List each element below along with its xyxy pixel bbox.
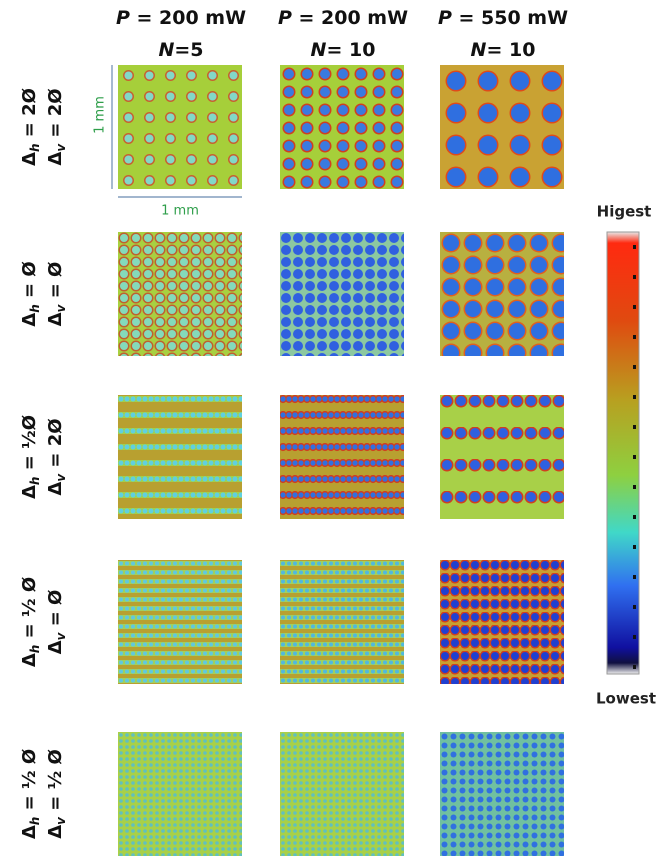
colorbar-tick	[633, 635, 636, 639]
header-text: =5	[174, 39, 203, 61]
header-symbol: P	[438, 7, 452, 29]
colorbar-label: Higest	[597, 203, 652, 221]
label-text: = ½ Ø	[19, 749, 40, 817]
micrograph	[118, 732, 242, 856]
row-label: Δh = 2Ø	[19, 88, 42, 166]
label-symbol: Δ	[19, 152, 40, 166]
micrograph	[440, 560, 564, 684]
row-label: Δh = ½ Ø	[19, 749, 42, 839]
micrograph	[118, 395, 242, 519]
label-text: = 2Ø	[45, 418, 66, 473]
row-label: Δv = 2Ø	[45, 88, 68, 165]
colorbar-tick	[633, 245, 636, 249]
colorbar-tick	[633, 485, 636, 489]
label-sub: h	[28, 817, 42, 826]
header-text: = 10	[326, 39, 375, 61]
label-text: = 2Ø	[19, 88, 40, 143]
label-text: = ½ Ø	[19, 577, 40, 645]
label-sub: h	[28, 143, 42, 152]
micrograph	[118, 65, 242, 189]
label-symbol: Δ	[45, 640, 66, 654]
header-symbol: N	[471, 39, 487, 61]
colorbar-tick	[633, 515, 636, 519]
column-header: N= 10	[471, 39, 536, 61]
header-symbol: N	[158, 39, 174, 61]
label-symbol: Δ	[19, 825, 40, 839]
row-label: Δv = Ø	[45, 590, 68, 655]
header-text: = 10	[486, 39, 535, 61]
colorbar-tick	[633, 365, 636, 369]
label-symbol: Δ	[45, 312, 66, 326]
column-header: N=5	[158, 39, 203, 61]
label-symbol: Δ	[45, 482, 66, 496]
micrograph	[440, 732, 564, 856]
label-text: = Ø	[19, 261, 40, 304]
colorbar-tick	[633, 455, 636, 459]
header-symbol: P	[116, 7, 130, 29]
header-symbol: P	[278, 7, 292, 29]
column-header: P = 200 mW	[278, 7, 408, 29]
header-text: = 200 mW	[130, 7, 246, 29]
micrograph	[118, 232, 242, 356]
row-label: Δh = ½ Ø	[19, 577, 42, 667]
micrograph	[440, 65, 564, 189]
header-symbol: N	[311, 39, 327, 61]
column-header: P = 200 mW	[116, 7, 246, 29]
label-text: = ½Ø	[19, 415, 40, 477]
label-text: = ½ Ø	[45, 749, 66, 817]
scale-label: 1 mm	[93, 96, 108, 134]
colorbar-tick	[633, 545, 636, 549]
row-label: Δv = ½ Ø	[45, 749, 68, 839]
colorbar-tick	[633, 305, 636, 309]
label-text: = Ø	[45, 262, 66, 305]
micrograph	[280, 232, 404, 356]
colorbar-tick	[633, 395, 636, 399]
label-symbol: Δ	[19, 485, 40, 499]
column-header: N= 10	[311, 39, 376, 61]
label-text: = 2Ø	[45, 88, 66, 143]
row-label: Δh = Ø	[19, 261, 42, 326]
row-label: Δh = ½Ø	[19, 415, 42, 499]
label-text: = Ø	[45, 590, 66, 633]
label-sub: h	[28, 304, 42, 313]
row-label: Δv = 2Ø	[45, 418, 68, 495]
label-symbol: Δ	[45, 152, 66, 166]
micrograph	[280, 65, 404, 189]
micrograph	[118, 560, 242, 684]
colorbar-tick	[633, 605, 636, 609]
header-text: = 550 mW	[452, 7, 568, 29]
label-sub: h	[28, 477, 42, 486]
figure: 1 mm 1 mm Higest Lowest P = 200 mWN=5P =…	[0, 0, 665, 856]
colorbar-label: Lowest	[596, 690, 656, 708]
label-symbol: Δ	[19, 653, 40, 667]
colorbar-tick	[633, 575, 636, 579]
label-sub: h	[28, 645, 42, 654]
micrograph	[440, 395, 564, 519]
micrograph	[280, 395, 404, 519]
micrograph	[440, 232, 564, 356]
colorbar-tick	[633, 275, 636, 279]
label-symbol: Δ	[19, 313, 40, 327]
row-label: Δv = Ø	[45, 262, 68, 327]
header-text: = 200 mW	[292, 7, 408, 29]
micrograph	[280, 732, 404, 856]
colorbar-tick	[633, 665, 636, 669]
colorbar-tick	[633, 425, 636, 429]
column-header: P = 550 mW	[438, 7, 568, 29]
label-symbol: Δ	[45, 825, 66, 839]
micrograph	[280, 560, 404, 684]
scale-label: 1 mm	[161, 204, 199, 219]
colorbar-tick	[633, 335, 636, 339]
